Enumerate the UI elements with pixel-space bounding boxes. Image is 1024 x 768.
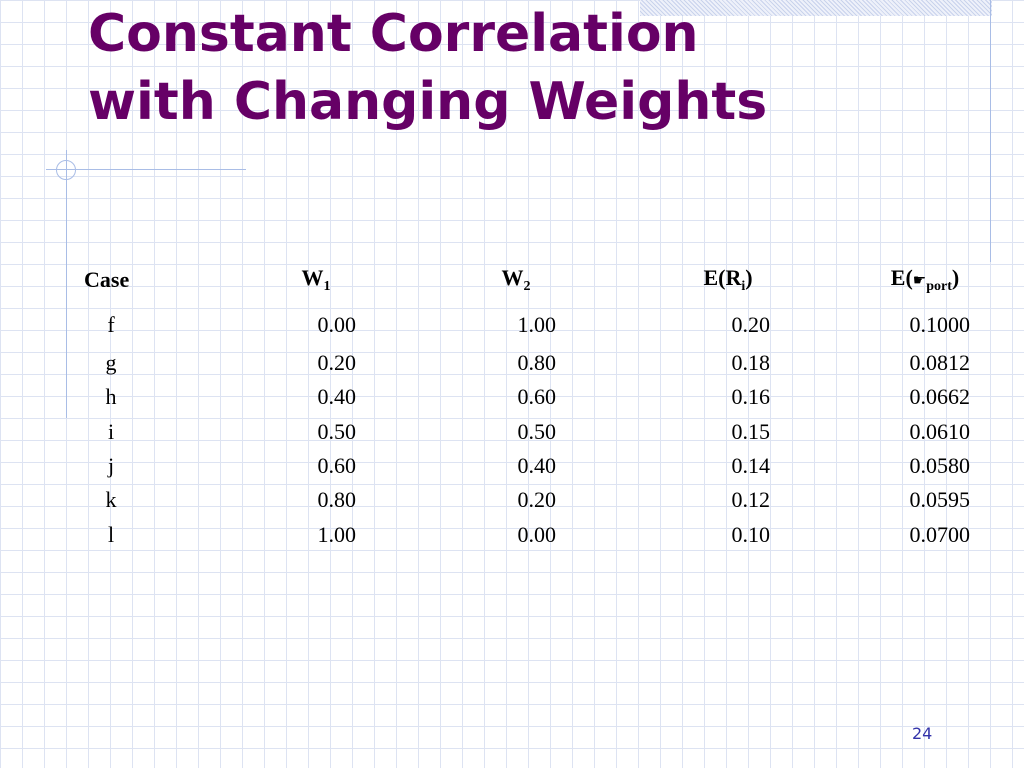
cell-w1: 0.00 (317, 312, 357, 337)
cell-expected-portfolio: 0.0812 (909, 350, 971, 376)
cell-expected-portfolio: 0.0662 (909, 384, 971, 410)
header-er-sub: i (741, 279, 746, 294)
cell-w2: 0.40 (517, 453, 557, 479)
cell-case: j (107, 453, 115, 479)
table-header-row: Case W1 W2 E(Ri) E(☛port) (66, 256, 970, 304)
cell-expected-portfolio: 0.0610 (909, 418, 971, 444)
table-row: i 0.50 0.50 0.15 0.0610 (66, 415, 970, 449)
header-w2: W2 (356, 256, 556, 304)
cell-w1: 0.80 (317, 487, 357, 513)
cell-case: g (105, 350, 117, 376)
slide-title-line-1: Constant Correlation (88, 4, 699, 64)
weights-table: Case W1 W2 E(Ri) E(☛port) f 0.00 1.00 0.20 0… (66, 256, 970, 552)
cell-w2: 0.00 (517, 521, 557, 547)
cell-w1: 0.50 (317, 418, 357, 444)
cell-case: h (105, 384, 117, 410)
header-band-decoration (640, 0, 992, 16)
cell-expected-portfolio: 0.0700 (909, 521, 971, 547)
cell-expected-return: 0.18 (731, 350, 771, 376)
cell-expected-portfolio: 0.0580 (909, 453, 971, 479)
table-row: f 0.00 1.00 0.20 0.1000 (66, 304, 970, 346)
right-vertical-rule (990, 0, 991, 262)
table-row: g 0.20 0.80 0.18 0.0812 (66, 346, 971, 380)
left-vertical-rule (66, 150, 67, 418)
header-w1-base: W (301, 265, 324, 290)
cell-case: f (107, 312, 115, 337)
header-ep-close: ) (951, 265, 960, 290)
cell-expected-return: 0.14 (731, 453, 771, 479)
horizontal-rule (46, 169, 246, 170)
cell-w1: 0.60 (317, 453, 357, 479)
cell-expected-return: 0.16 (731, 384, 771, 410)
cell-w2: 0.50 (517, 418, 557, 444)
table-row: k 0.80 0.20 0.12 0.0595 (66, 483, 971, 517)
bullet-circle-decoration (56, 160, 76, 180)
cell-w1: 0.20 (317, 350, 357, 376)
cell-expected-return: 0.10 (731, 521, 771, 547)
header-w1: W1 (156, 256, 356, 304)
cell-w2: 0.60 (517, 384, 557, 410)
slide-title-line-2: with Changing Weights (88, 72, 768, 132)
header-w2-base: W (501, 265, 524, 290)
header-expected-portfolio: E(☛port) (770, 256, 970, 304)
table-row: j 0.60 0.40 0.14 0.0580 (66, 449, 970, 483)
table-body: f 0.00 1.00 0.20 0.1000 g 0.20 0.80 0.18 0.0812 h 0… (66, 304, 971, 552)
header-er-base: E(R (703, 265, 742, 290)
cell-expected-return: 0.20 (731, 312, 771, 337)
cell-w2: 0.80 (517, 350, 557, 376)
cell-expected-return: 0.12 (731, 487, 771, 513)
cell-w2: 1.00 (517, 312, 557, 337)
header-expected-return: E(Ri) (556, 256, 770, 304)
header-ep-sub: port (926, 279, 952, 294)
cell-case: l (107, 521, 115, 547)
page-number: 24 (912, 724, 933, 743)
table-row: l 1.00 0.00 0.10 0.0700 (66, 517, 970, 551)
cell-case: i (107, 418, 115, 444)
header-w1-sub: 1 (323, 279, 331, 294)
header-er-close: ) (745, 265, 753, 290)
slide-title: Constant Correlation with Changing Weigh… (88, 0, 968, 136)
header-w2-sub: 2 (523, 279, 531, 294)
pointing-hand-icon: ☛ (912, 271, 927, 289)
cell-case: k (105, 487, 117, 513)
cell-w1: 0.40 (317, 384, 357, 410)
header-ep-base: E( (890, 265, 913, 290)
cell-w2: 0.20 (517, 487, 557, 513)
cell-w1: 1.00 (317, 521, 357, 547)
cell-expected-portfolio: 0.0595 (909, 487, 971, 513)
table-row: h 0.40 0.60 0.16 0.0662 (66, 380, 971, 414)
header-case: Case (84, 267, 130, 292)
cell-expected-return: 0.15 (731, 418, 771, 444)
cell-expected-portfolio: 0.1000 (909, 312, 971, 337)
